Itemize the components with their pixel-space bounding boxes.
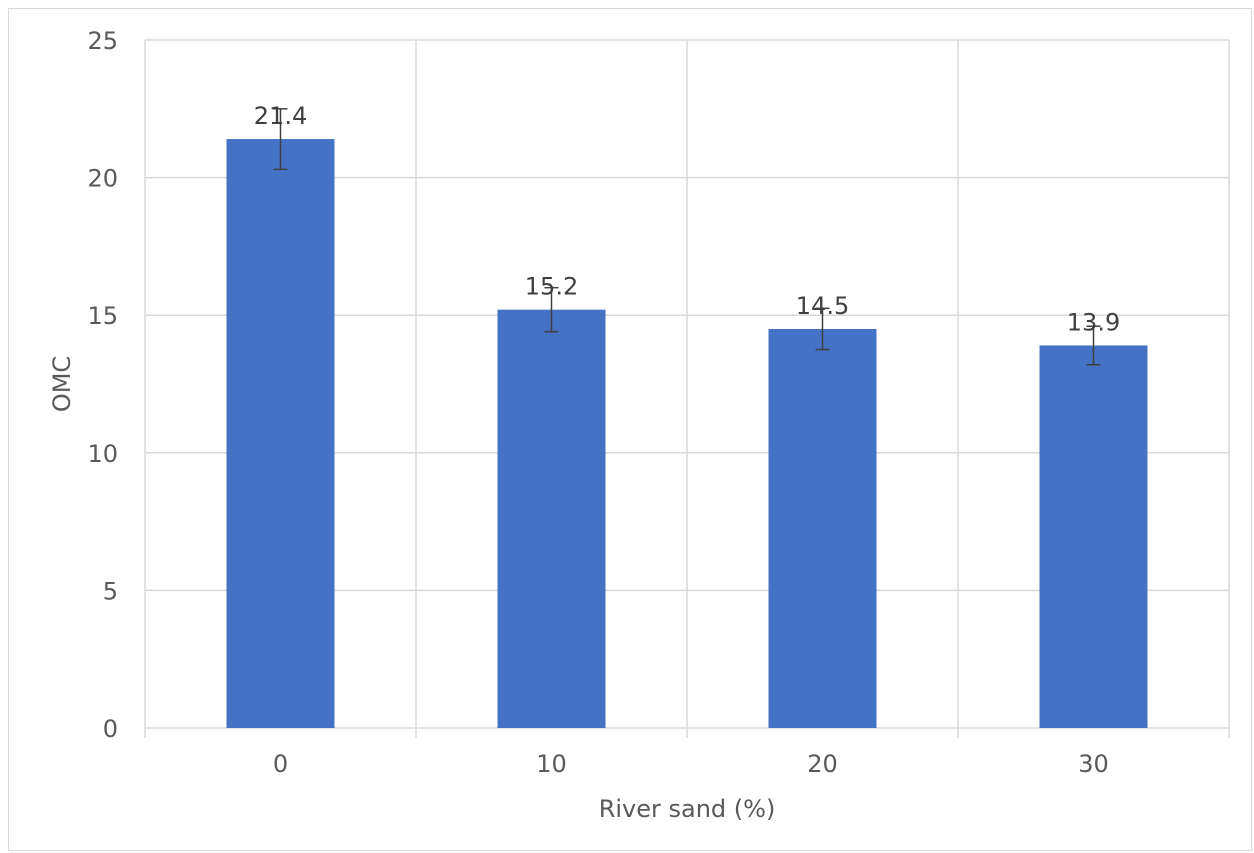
y-tick-label: 25 <box>87 27 118 55</box>
y-axis-title: OMC <box>48 356 76 412</box>
bar <box>226 139 335 728</box>
data-label: 14.5 <box>796 292 849 320</box>
bar <box>497 309 606 728</box>
data-label: 21.4 <box>254 102 307 130</box>
y-tick-label: 10 <box>87 440 118 468</box>
bars <box>226 139 1148 728</box>
x-tick-label: 0 <box>273 750 288 778</box>
bar <box>1039 345 1148 728</box>
tick-labels: 0 5 10 15 20 25 0 10 20 30 <box>87 27 1108 778</box>
data-label: 15.2 <box>525 273 578 301</box>
data-label: 13.9 <box>1067 308 1120 336</box>
x-axis-title: River sand (%) <box>599 795 776 823</box>
x-tick-label: 30 <box>1078 750 1109 778</box>
y-tick-label: 20 <box>87 165 118 193</box>
bar <box>768 328 877 728</box>
data-labels: 21.4 15.2 14.5 13.9 <box>254 102 1120 336</box>
x-tick-label: 20 <box>807 750 838 778</box>
error-bars <box>273 108 1101 366</box>
y-tick-label: 0 <box>103 715 118 743</box>
y-tick-label: 15 <box>87 302 118 330</box>
x-tick-label: 10 <box>536 750 567 778</box>
y-tick-label: 5 <box>103 577 118 605</box>
